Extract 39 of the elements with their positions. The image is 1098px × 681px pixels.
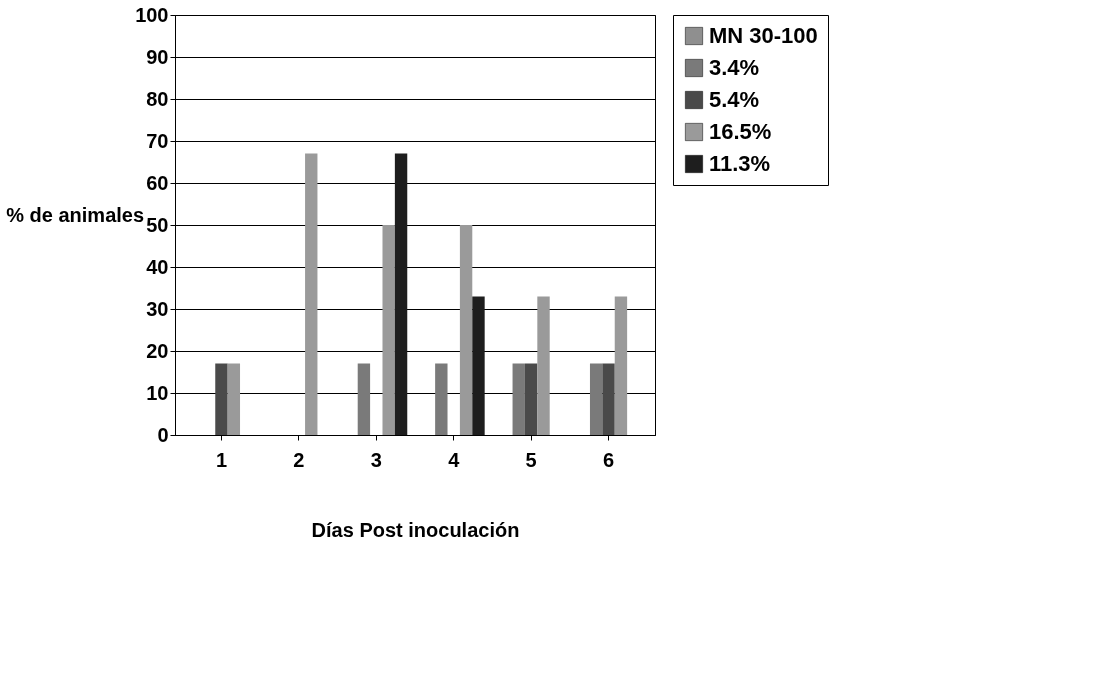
y-tick-label: 80 bbox=[146, 87, 169, 110]
y-axis-title: % de animales bbox=[6, 203, 145, 226]
legend-label: 16.5% bbox=[709, 119, 772, 144]
bar bbox=[215, 363, 228, 435]
y-tick-label: 100 bbox=[135, 3, 169, 26]
x-tick-label: 5 bbox=[525, 448, 537, 471]
bar bbox=[602, 363, 615, 435]
y-tick-label: 0 bbox=[157, 423, 169, 446]
x-tick-label: 1 bbox=[215, 448, 228, 471]
bar bbox=[512, 363, 525, 435]
x-tick-label: 4 bbox=[448, 448, 461, 471]
x-tick-label: 6 bbox=[602, 448, 615, 471]
y-tick-label: 70 bbox=[146, 129, 169, 152]
bar bbox=[524, 363, 538, 435]
bar bbox=[614, 296, 628, 435]
y-tick-label: 30 bbox=[146, 297, 169, 320]
x-tick-label: 2 bbox=[293, 448, 305, 471]
bar bbox=[472, 296, 485, 435]
bar bbox=[537, 296, 550, 435]
bar bbox=[435, 363, 448, 435]
legend-label: MN 30-100 bbox=[709, 23, 818, 48]
bar bbox=[459, 225, 473, 435]
legend-label: 11.3% bbox=[709, 151, 771, 176]
y-tick-label: 90 bbox=[146, 45, 169, 68]
y-tick-label: 10 bbox=[146, 381, 169, 404]
x-axis-title: Días Post inoculación bbox=[311, 518, 520, 541]
x-tick-label: 3 bbox=[370, 448, 382, 471]
y-tick-label: 40 bbox=[146, 255, 169, 278]
bar bbox=[227, 363, 241, 435]
bar bbox=[589, 363, 603, 435]
bar bbox=[357, 363, 371, 435]
y-tick-label: 20 bbox=[146, 339, 169, 362]
bar bbox=[305, 153, 318, 435]
legend-label: 5.4% bbox=[709, 87, 760, 112]
bar bbox=[382, 225, 395, 435]
y-tick-label: 50 bbox=[146, 213, 169, 236]
y-tick-label: 60 bbox=[146, 171, 169, 194]
legend-label: 3.4% bbox=[709, 55, 760, 80]
bar bbox=[394, 153, 408, 435]
